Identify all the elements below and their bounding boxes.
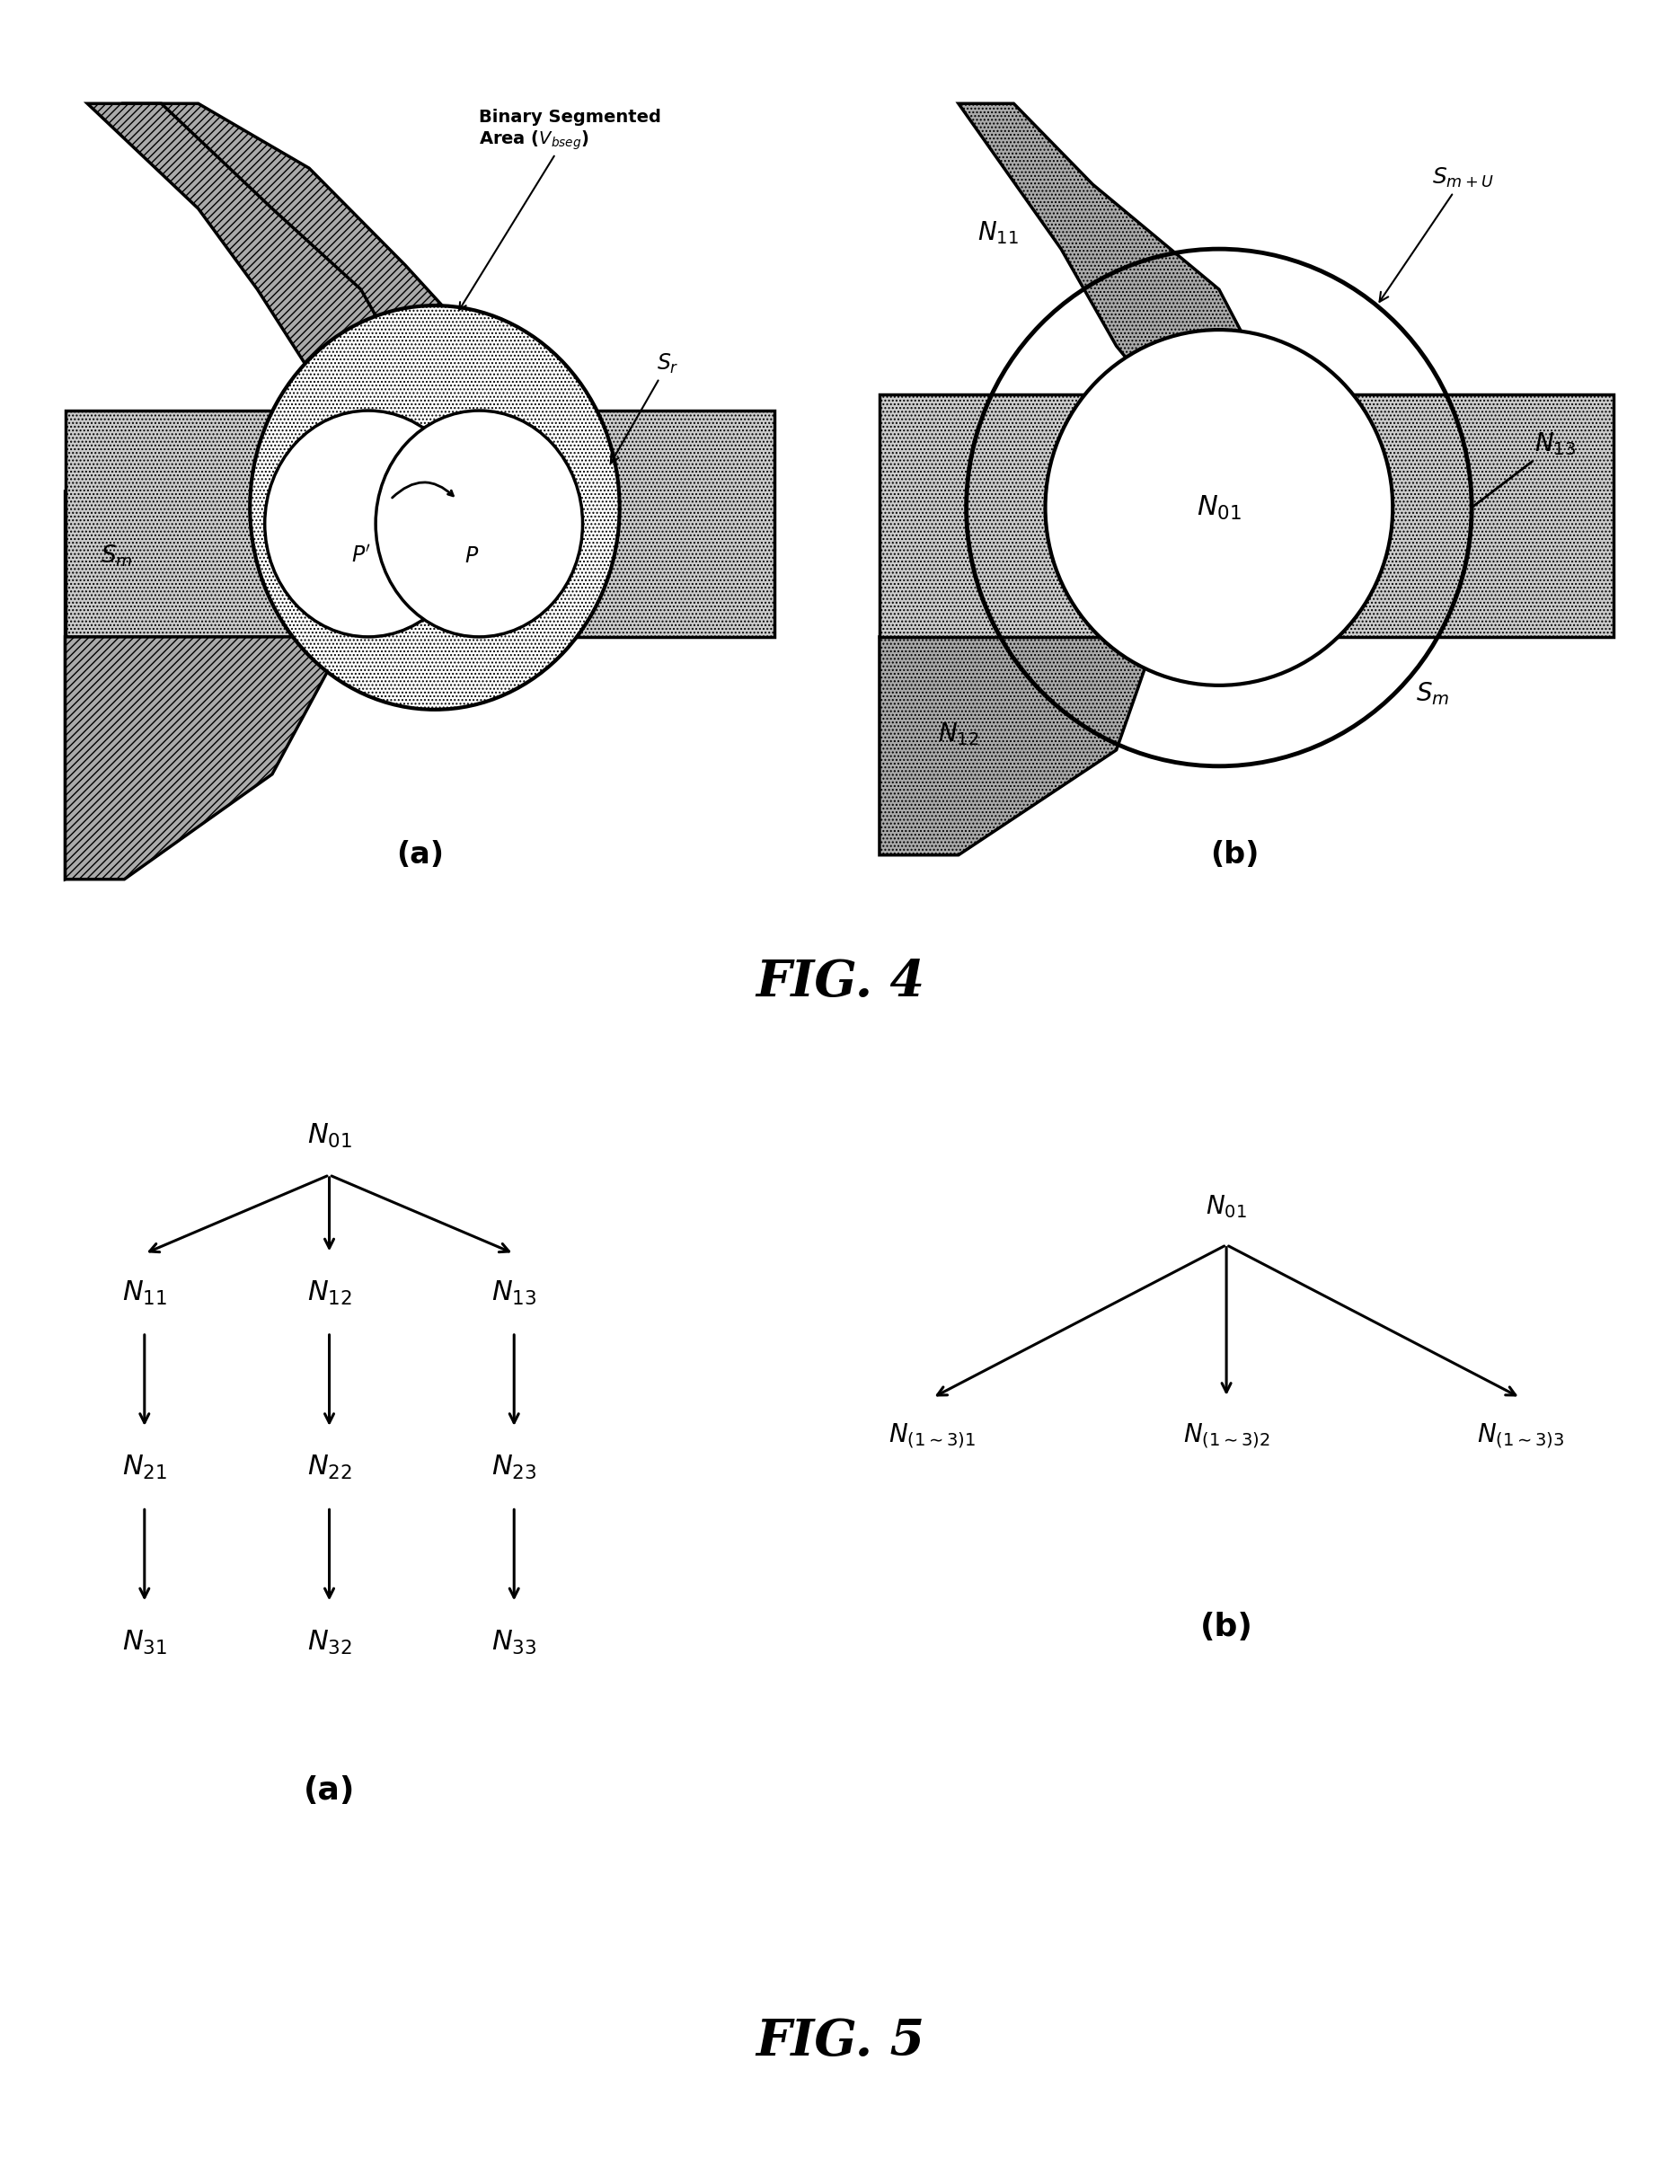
Text: $N_{32}$: $N_{32}$: [307, 1629, 351, 1655]
Polygon shape: [958, 103, 1275, 395]
Polygon shape: [66, 638, 346, 880]
Circle shape: [250, 306, 620, 710]
Polygon shape: [66, 491, 302, 880]
Text: $N_{23}$: $N_{23}$: [492, 1455, 536, 1481]
Text: (a): (a): [396, 841, 444, 869]
Text: $N_{33}$: $N_{33}$: [492, 1629, 536, 1655]
Text: $N_{01}$: $N_{01}$: [1206, 1192, 1247, 1221]
Text: (a): (a): [304, 1776, 354, 1806]
Text: $N_{(1\sim3)3}$: $N_{(1\sim3)3}$: [1477, 1422, 1564, 1450]
Polygon shape: [880, 395, 1156, 638]
Text: $N_{21}$: $N_{21}$: [123, 1455, 166, 1481]
Text: $N_{31}$: $N_{31}$: [123, 1629, 166, 1655]
Text: $N_{11}$: $N_{11}$: [123, 1280, 166, 1306]
Text: $N_{01}$: $N_{01}$: [307, 1123, 351, 1149]
Text: $N_{11}$: $N_{11}$: [978, 218, 1018, 247]
Text: (b): (b): [1200, 1612, 1253, 1642]
Text: Binary Segmented
Area ($V_{bseg}$): Binary Segmented Area ($V_{bseg}$): [459, 109, 662, 310]
Text: FIG. 5: FIG. 5: [756, 2018, 924, 2066]
Text: $P$: $P$: [464, 546, 479, 568]
Polygon shape: [124, 103, 464, 411]
Text: $N_{01}$: $N_{01}$: [1196, 494, 1242, 522]
Text: $N_{13}$: $N_{13}$: [492, 1280, 536, 1306]
Text: FIG. 4: FIG. 4: [756, 959, 924, 1007]
Text: $S_m$: $S_m$: [101, 544, 133, 568]
Circle shape: [265, 411, 472, 638]
Text: (b): (b): [1210, 841, 1260, 869]
Text: $S_{m+U}$: $S_{m+U}$: [1379, 166, 1494, 301]
Text: $N_{12}$: $N_{12}$: [307, 1280, 351, 1306]
Text: $N_{22}$: $N_{22}$: [307, 1455, 351, 1481]
Text: $S_r$: $S_r$: [612, 352, 679, 463]
Text: $S_m$: $S_m$: [1416, 679, 1448, 708]
Polygon shape: [1156, 395, 1614, 638]
Text: $N_{12}$: $N_{12}$: [937, 721, 979, 747]
Polygon shape: [302, 411, 774, 638]
Text: $N_{(1\sim3)1}$: $N_{(1\sim3)1}$: [889, 1422, 976, 1450]
Text: $N_{13}$: $N_{13}$: [1473, 430, 1576, 507]
Text: $P'$: $P'$: [351, 546, 371, 568]
Text: $N_{(1\sim3)2}$: $N_{(1\sim3)2}$: [1183, 1422, 1270, 1450]
Circle shape: [1045, 330, 1393, 686]
Polygon shape: [880, 638, 1156, 854]
Polygon shape: [66, 411, 346, 638]
Polygon shape: [87, 103, 420, 395]
Circle shape: [376, 411, 583, 638]
